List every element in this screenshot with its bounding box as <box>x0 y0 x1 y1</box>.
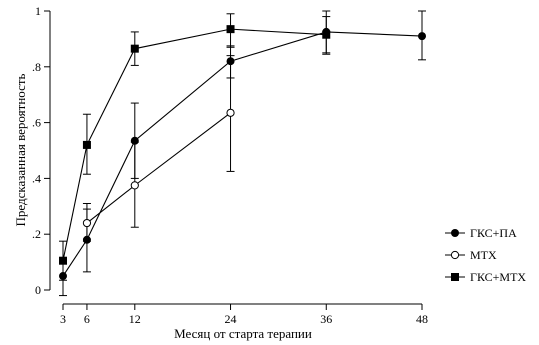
y-tick-label: 0 <box>35 283 41 297</box>
legend-label: ГКС+МТХ <box>470 270 526 284</box>
y-tick-label: 1 <box>35 4 41 18</box>
data-point <box>130 181 139 190</box>
legend-item: МТХ <box>445 248 497 262</box>
x-tick-label: 36 <box>320 312 332 326</box>
series-line <box>86 112 231 224</box>
data-point <box>226 25 235 34</box>
plot-area <box>59 10 426 297</box>
series-line <box>62 28 327 261</box>
legend-label: МТХ <box>470 248 497 262</box>
y-tick-label: .2 <box>32 227 41 241</box>
legend-marker <box>451 229 459 237</box>
x-tick-label: 6 <box>84 312 90 326</box>
legend-label: ГКС+ПА <box>470 226 517 240</box>
y-tick-label: .8 <box>32 60 41 74</box>
data-point <box>59 256 67 265</box>
series-2 <box>82 55 235 242</box>
data-point <box>130 44 139 53</box>
y-axis-label: Предсказанная вероятность <box>13 73 28 226</box>
x-tick-label: 48 <box>416 312 428 326</box>
legend: ГКС+ПА МТХ ГКС+МТХ <box>445 226 526 284</box>
data-point <box>322 30 331 39</box>
data-point <box>82 140 91 149</box>
legend-marker <box>451 273 459 281</box>
series-1 <box>59 10 426 297</box>
axes: 0.2.4.6.813 6 12 24 36 48 <box>32 4 428 326</box>
series-line <box>62 31 423 277</box>
x-axis-label: Месяц от старта терапии <box>174 326 312 341</box>
x-tick-label: 3 <box>60 312 66 326</box>
data-point <box>130 136 139 145</box>
x-tick-label: 12 <box>129 312 141 326</box>
data-point <box>82 218 92 228</box>
series-3 <box>59 10 331 281</box>
data-point <box>418 32 426 41</box>
legend-item: ГКС+МТХ <box>445 270 526 284</box>
legend-item: ГКС+ПА <box>445 226 517 240</box>
legend-marker <box>450 250 460 260</box>
y-tick-label: .4 <box>32 171 41 185</box>
x-tick-label: 24 <box>225 312 237 326</box>
data-point <box>226 108 235 117</box>
y-tick-label: .6 <box>32 116 41 130</box>
